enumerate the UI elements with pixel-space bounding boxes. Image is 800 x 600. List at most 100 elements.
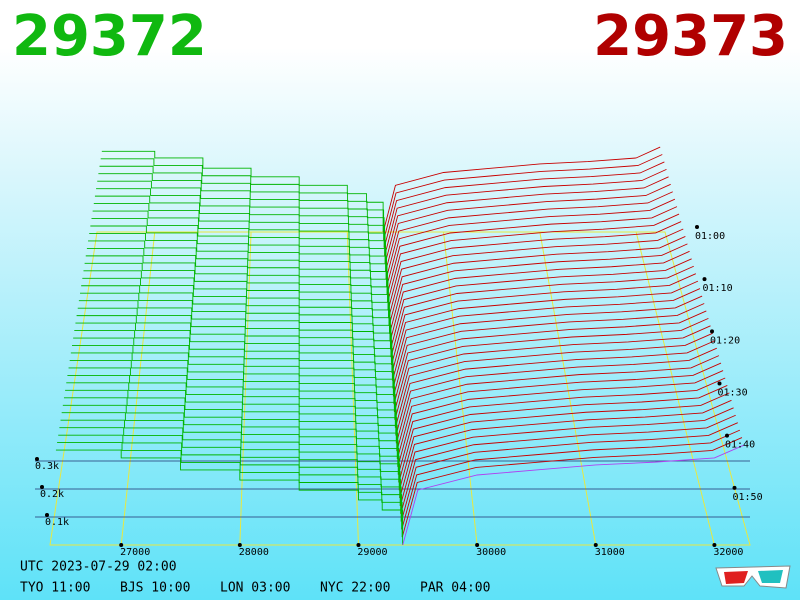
ask-depth-line <box>393 303 705 397</box>
floor <box>49 231 751 546</box>
ask-depth-line <box>390 258 692 350</box>
ask-depth-line <box>400 422 738 522</box>
bid-depth-line <box>63 397 400 491</box>
bid-depth-line <box>101 150 384 232</box>
bid-depth-line <box>82 277 392 366</box>
ask-depth-line <box>394 325 711 420</box>
tick-dot <box>732 485 737 490</box>
ask-depth-line <box>391 273 697 366</box>
ask-depth-line <box>398 392 730 491</box>
bid-depth-line <box>100 158 385 240</box>
tick-dot <box>725 433 729 438</box>
ask-depth-line <box>397 370 724 467</box>
tick-dot <box>35 457 39 461</box>
ask-depth-line <box>394 332 713 428</box>
bid-depth-line <box>91 218 388 303</box>
tick-dot <box>356 543 361 547</box>
ask-depth-line <box>384 176 669 264</box>
ask-depth-line <box>391 280 699 373</box>
bid-depth-line <box>99 165 385 248</box>
x-tick-label: 30000 <box>476 547 506 558</box>
ask-depth-line <box>388 236 686 327</box>
tick-dot <box>702 277 707 282</box>
bid-depth-line <box>55 449 404 545</box>
bid-depth-line <box>84 262 391 350</box>
bid-depth-line <box>75 322 395 412</box>
time-tick-label: 01:50 <box>733 492 763 503</box>
grid-line <box>443 231 478 546</box>
grid-line <box>539 231 597 546</box>
bid-depth-line <box>57 442 403 538</box>
bid-depth-line <box>98 173 386 256</box>
ask-depth-line <box>400 414 736 514</box>
bid-depth-line <box>80 292 393 381</box>
grid-line <box>346 231 359 546</box>
bid-depth-line <box>97 180 386 264</box>
bid-depth-line <box>68 367 398 459</box>
clock-label: BJS 10:00 <box>120 581 190 596</box>
tick-dot <box>710 329 714 334</box>
bid-price: 29372 <box>12 4 207 69</box>
x-tick-label: 31000 <box>595 547 625 558</box>
clock-label: NYC 22:00 <box>320 581 390 596</box>
clock-label: LON 03:00 <box>220 581 290 596</box>
bid-depth-line <box>61 412 401 506</box>
ask-depth-line <box>399 399 732 499</box>
bid-depth-line <box>70 352 397 444</box>
clock-label: TYO 11:00 <box>20 581 90 596</box>
tick-dot <box>717 381 722 386</box>
ask-depth-line <box>392 288 701 381</box>
z-tick-label: 0.1k <box>45 517 69 528</box>
ask-depth-line <box>389 243 688 334</box>
z-tick-label: 0.3k <box>35 461 59 472</box>
bid-depth-line <box>86 247 390 334</box>
ask-price: 29373 <box>593 4 788 69</box>
bid-depth-line <box>96 188 387 272</box>
bid-depth-line <box>78 300 394 389</box>
ask-depth-line <box>401 437 743 538</box>
time-tick-label: 01:20 <box>710 335 740 346</box>
bid-depth-line <box>92 210 388 295</box>
ask-depth-line <box>402 444 745 546</box>
time-tick-label: 01:00 <box>695 231 725 242</box>
bid-depth-line <box>77 307 394 397</box>
ask-depth-line <box>398 385 728 483</box>
tick-dot <box>695 225 699 229</box>
ask-depth-line <box>383 154 663 240</box>
bid-depth-line <box>83 270 392 358</box>
ask-depth-line <box>386 206 678 295</box>
bid-depth-line <box>59 427 402 522</box>
ask-depth-line <box>386 198 676 287</box>
ask-depth-line <box>387 221 682 311</box>
tick-dot <box>119 543 124 547</box>
ask-depth-line <box>399 407 734 506</box>
z-tick-label: 0.2k <box>40 489 64 500</box>
bid-depth-line <box>62 404 401 499</box>
bid-depth-line <box>74 330 396 420</box>
x-tick-label: 29000 <box>357 547 387 558</box>
bid-depth-line <box>89 233 389 319</box>
ask-depth-line <box>395 340 715 436</box>
bid-depth-line <box>90 225 389 311</box>
bid-depth-line <box>67 374 399 467</box>
bid-depth-line <box>94 195 387 279</box>
tick-dot <box>475 543 480 547</box>
bid-depth-line <box>66 382 399 475</box>
ask-depth-line <box>397 377 726 475</box>
bid-depth-line <box>71 345 397 436</box>
ask-depth-line <box>387 213 680 303</box>
tick-dot <box>45 513 49 517</box>
x-tick-label: 28000 <box>239 547 269 558</box>
tick-dot <box>712 543 717 547</box>
ask-depth-line <box>389 250 690 342</box>
ask-depth-line <box>393 310 707 405</box>
bid-depth-line <box>88 240 390 326</box>
bid-depth-line <box>69 360 398 452</box>
x-tick-label: 32000 <box>713 547 743 558</box>
ask-depth-line <box>383 161 665 248</box>
ask-depth-line <box>401 429 741 530</box>
bid-depth-line <box>73 337 396 428</box>
ask-depth-line <box>385 191 673 280</box>
tick-dot <box>237 543 242 547</box>
